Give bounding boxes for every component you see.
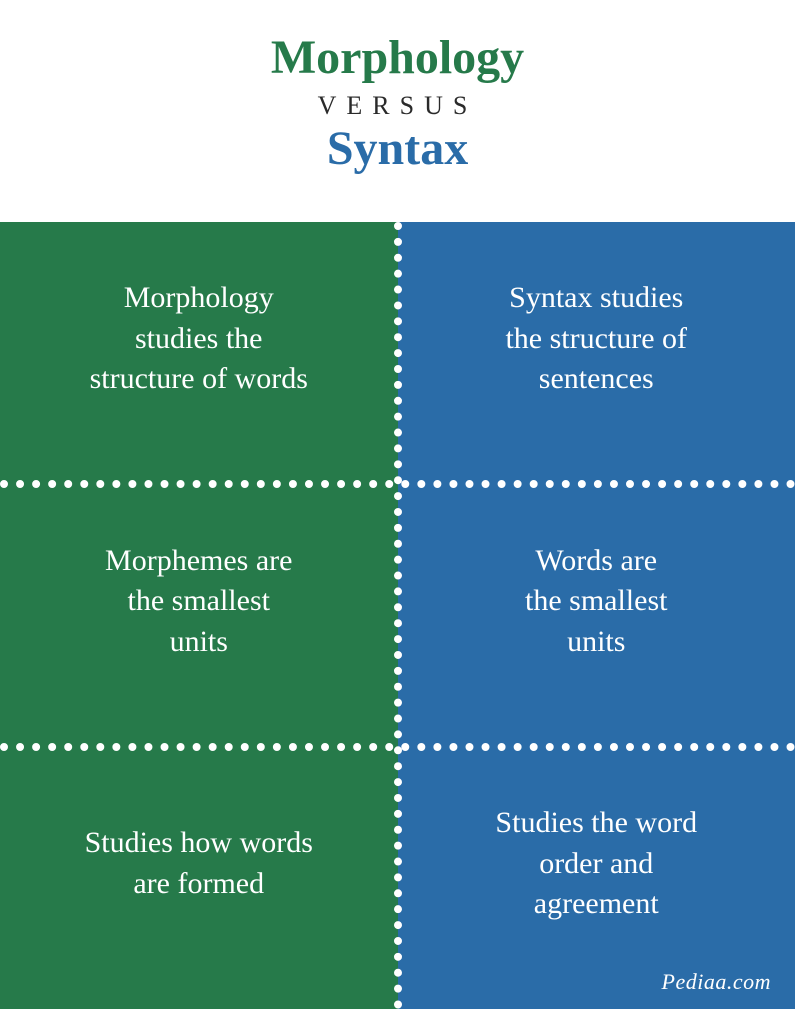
cell-text: Syntax studies the structure of sentence… — [505, 278, 687, 400]
right-cell-2: Words are the smallest units — [398, 484, 795, 746]
cell-text: Words are the smallest units — [525, 541, 667, 663]
left-cell-2: Morphemes are the smallest units — [0, 484, 398, 746]
horizontal-divider-1 — [0, 480, 795, 488]
right-column: Syntax studies the structure of sentence… — [398, 222, 795, 1009]
title-morphology: Morphology — [0, 32, 795, 85]
cell-text: Studies how words are formed — [85, 823, 313, 904]
horizontal-divider-2 — [0, 743, 795, 751]
left-cell-1: Morphology studies the structure of word… — [0, 222, 398, 484]
right-cell-1: Syntax studies the structure of sentence… — [398, 222, 795, 484]
left-column: Morphology studies the structure of word… — [0, 222, 398, 1009]
title-syntax: Syntax — [0, 123, 795, 176]
cell-text: Morphemes are the smallest units — [105, 541, 292, 663]
cell-text: Studies the word order and agreement — [495, 803, 697, 925]
header: Morphology VERSUS Syntax — [0, 0, 795, 200]
vertical-divider — [394, 222, 402, 1009]
cell-text: Morphology studies the structure of word… — [90, 278, 308, 400]
title-versus: VERSUS — [0, 91, 795, 121]
left-cell-3: Studies how words are formed — [0, 747, 398, 1009]
footer-credit: Pediaa.com — [662, 969, 771, 995]
